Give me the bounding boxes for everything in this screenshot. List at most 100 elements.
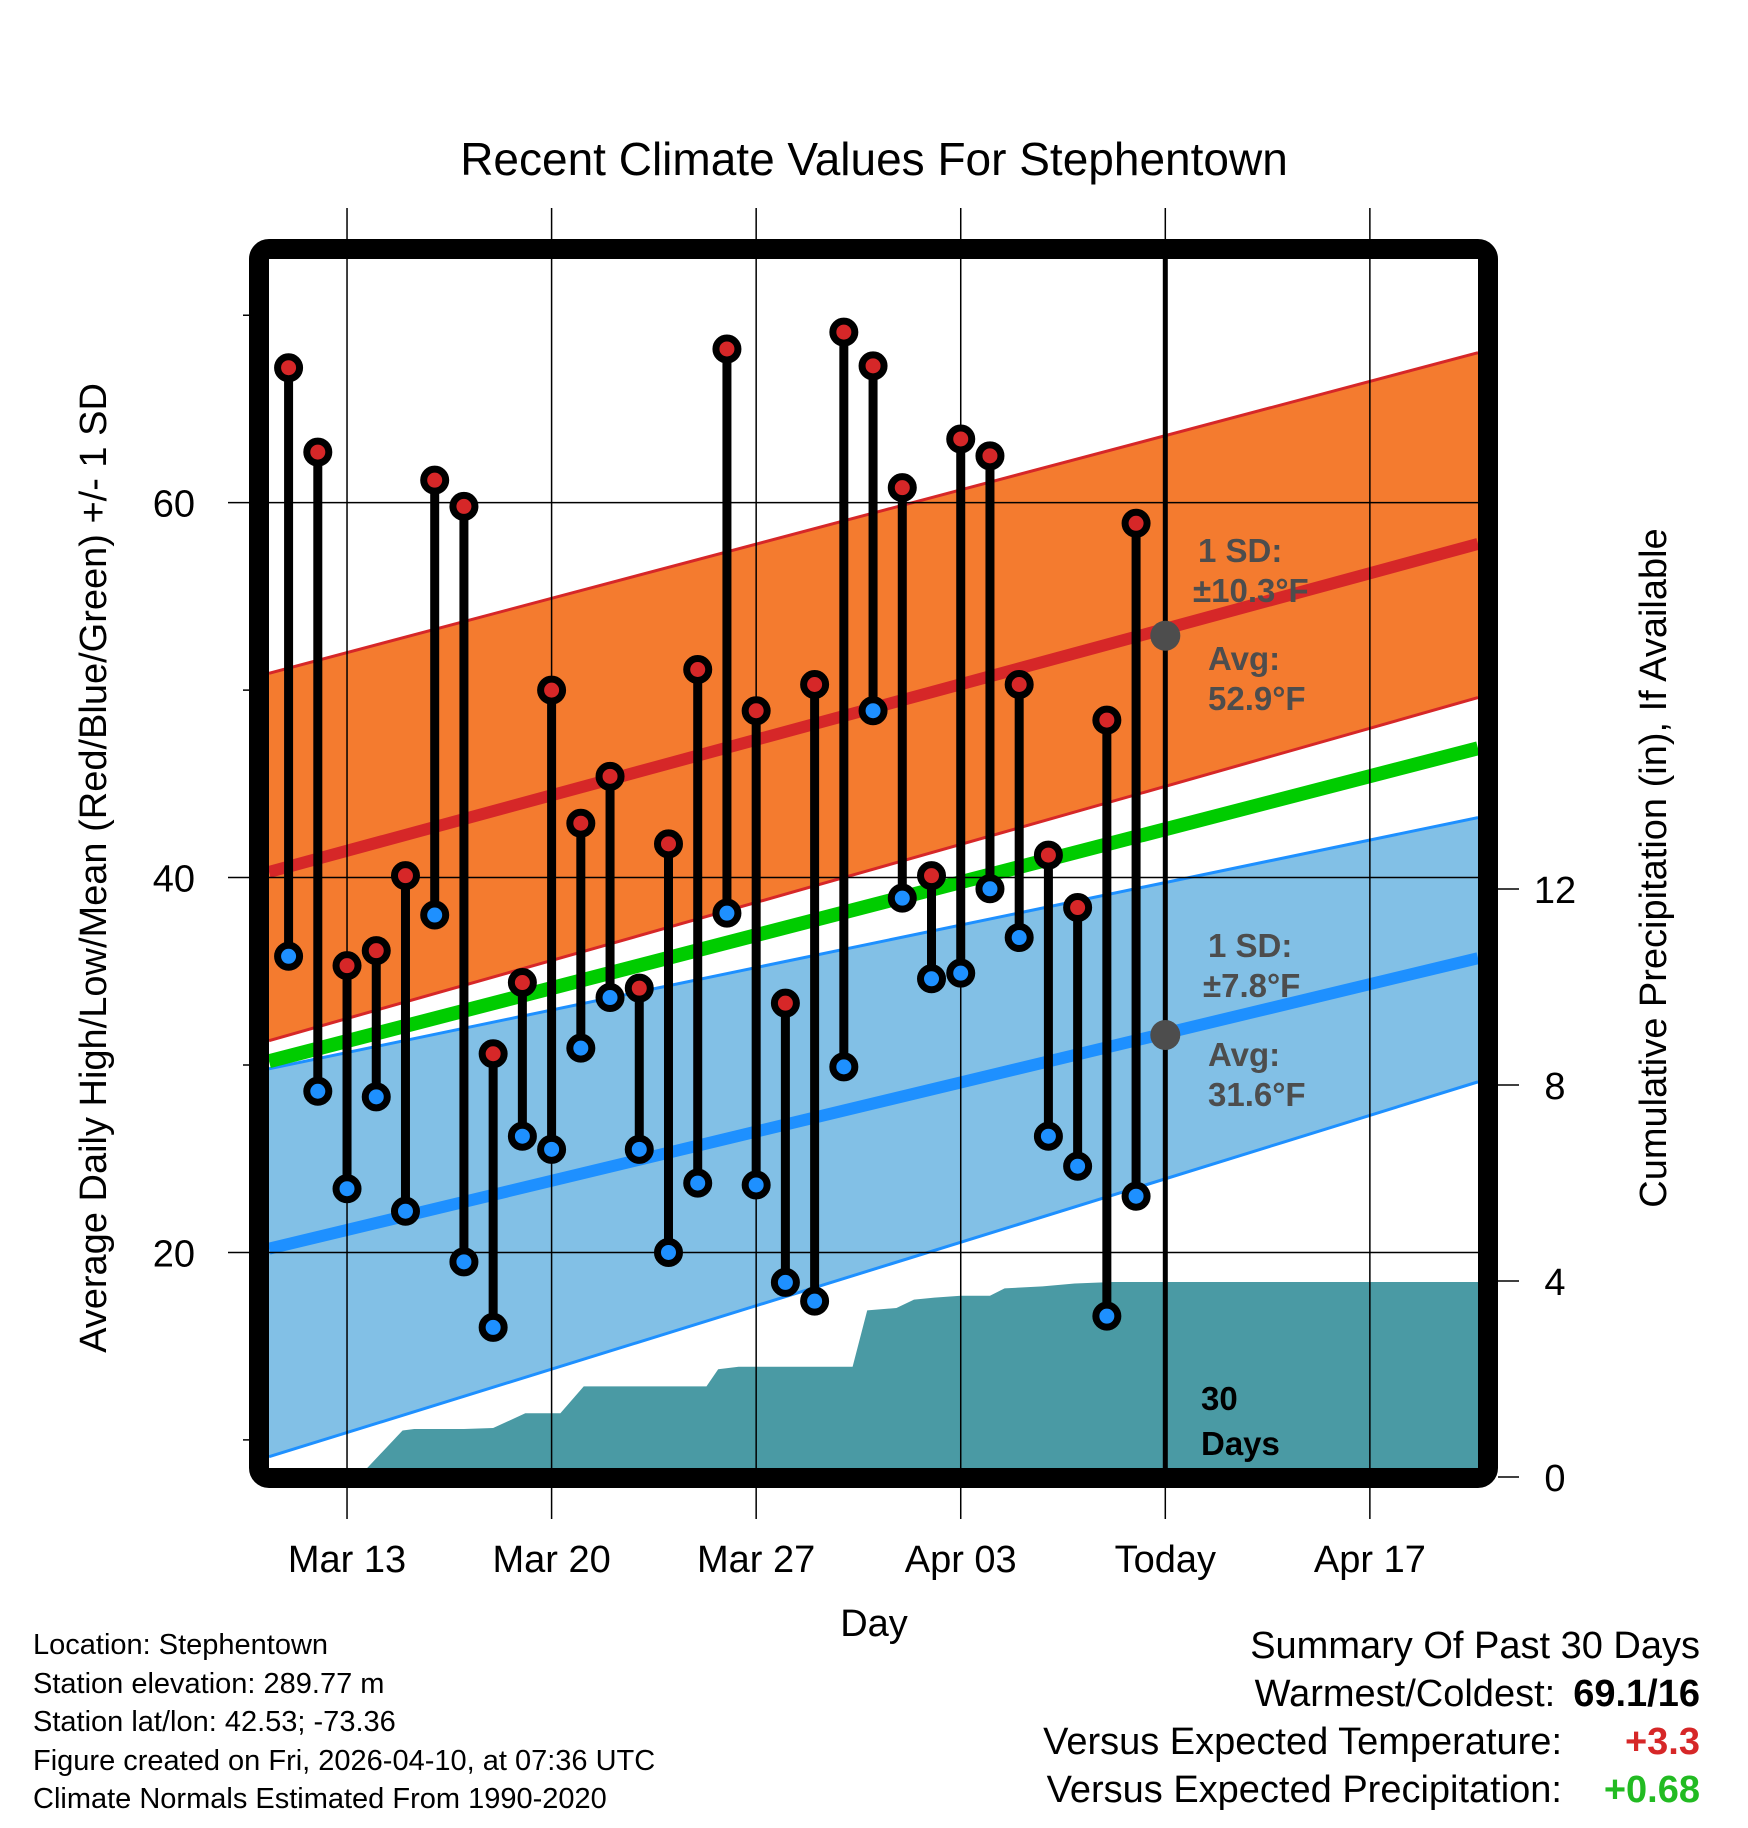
- high-avg-label: Avg:: [1208, 640, 1280, 677]
- low-point: [770, 1267, 800, 1297]
- low-point: [946, 958, 976, 988]
- day-bar-apr-09: [1121, 508, 1151, 1211]
- low-point: [1121, 1181, 1151, 1211]
- low-point: [361, 1082, 391, 1112]
- day-bar-apr-05: [1004, 669, 1034, 953]
- low-point: [712, 898, 742, 928]
- high-point: [1033, 840, 1063, 870]
- elevation-text: Station elevation: 289.77 m: [33, 1667, 385, 1700]
- high-point: [800, 669, 830, 699]
- high-point: [858, 351, 888, 381]
- low-point: [449, 1247, 479, 1277]
- low-point: [1063, 1151, 1093, 1181]
- station-info: Location: Stephentown Station elevation:…: [33, 1626, 655, 1819]
- high-point: [478, 1039, 508, 1069]
- y-tick-label-left: 40: [153, 859, 195, 901]
- high-point: [770, 988, 800, 1018]
- high-point: [1004, 669, 1034, 699]
- temp-label: Versus Expected Temperature:: [1043, 1721, 1562, 1763]
- precip-label: Versus Expected Precipitation:: [1046, 1769, 1562, 1811]
- high-point: [741, 696, 771, 726]
- x-tick-label: Mar 13: [288, 1539, 406, 1581]
- high-point: [1121, 508, 1151, 538]
- day-bar-mar-19: [507, 968, 537, 1151]
- low-sd-upper-line: [269, 816, 1478, 1071]
- low-point: [274, 941, 304, 971]
- day-bar-mar-28: [770, 988, 800, 1297]
- x-tick-label: Apr 17: [1314, 1539, 1426, 1581]
- x-tick-label: Apr 03: [905, 1539, 1017, 1581]
- low-point: [917, 964, 947, 994]
- y-axis-label-left: Average Daily High/Low/Mean (Red/Blue/Gr…: [73, 383, 115, 1353]
- y-axis-label-right: Cumulative Precipitation (in), If Availa…: [1633, 528, 1675, 1207]
- temp-value: +3.3: [1624, 1721, 1700, 1763]
- axes: Mar 13 Mar 20 Mar 27 Apr 03 Today Apr 1720406…: [153, 208, 1576, 1581]
- high-point: [1092, 705, 1122, 735]
- high-point: [683, 654, 713, 684]
- day-bar-apr-07: [1063, 893, 1093, 1181]
- low-point: [595, 983, 625, 1013]
- y-tick-label-right: 12: [1534, 870, 1576, 912]
- low-point: [390, 1196, 420, 1226]
- y-tick-label-right: 8: [1544, 1066, 1565, 1108]
- high-point: [274, 353, 304, 383]
- window-days-number: 30: [1201, 1380, 1238, 1417]
- day-bar-mar-27: [741, 696, 771, 1200]
- low-point: [507, 1121, 537, 1151]
- low-point: [741, 1170, 771, 1200]
- low-point: [829, 1052, 859, 1082]
- day-bar-apr-06: [1033, 840, 1063, 1151]
- warmest-value: 69.1/16: [1573, 1673, 1700, 1715]
- day-bar-apr-03: [946, 424, 976, 988]
- high-point: [332, 951, 362, 981]
- low-sd-lower-line: [269, 1080, 1478, 1459]
- warmest-label: Warmest/Coldest:: [1254, 1673, 1556, 1715]
- normals-text: Climate Normals Estimated From 1990-2020: [33, 1783, 607, 1815]
- high-point: [624, 973, 654, 1003]
- low-point: [537, 1134, 567, 1164]
- low-point: [975, 874, 1005, 904]
- high-point: [303, 437, 333, 467]
- low-point: [420, 900, 450, 930]
- low-point: [566, 1033, 596, 1063]
- high-point: [712, 334, 742, 364]
- precipitation-area: [367, 1281, 1478, 1468]
- high-point: [829, 317, 859, 347]
- day-bar-mar-13: [332, 951, 362, 1204]
- plot-area: [269, 259, 1478, 1468]
- y-tick-label-right: 4: [1544, 1262, 1565, 1304]
- high-sd-lower-line: [269, 696, 1478, 1043]
- low-point: [624, 1134, 654, 1164]
- low-point: [653, 1237, 683, 1267]
- day-bar-mar-15: [390, 861, 420, 1226]
- y-tick-label-left: 60: [153, 484, 195, 526]
- created-text: Figure created on Fri, 2026-04-10, at 07…: [33, 1744, 656, 1777]
- high-point: [390, 861, 420, 891]
- low-point: [800, 1286, 830, 1316]
- day-bar-mar-25: [683, 654, 713, 1198]
- low-point: [1033, 1121, 1063, 1151]
- day-bar-mar-18: [478, 1039, 508, 1342]
- high-point: [566, 808, 596, 838]
- day-bar-mar-24: [653, 829, 683, 1267]
- low-avg-value: 31.6°F: [1208, 1076, 1306, 1113]
- high-point: [887, 473, 917, 503]
- day-bar-mar-14: [361, 936, 391, 1112]
- summary-precip-row: Versus Expected Precipitation: +0.68: [1043, 1766, 1700, 1814]
- low-sd-label: 1 SD:: [1208, 927, 1292, 964]
- day-bar-mar-12: [303, 437, 333, 1106]
- high-point: [507, 968, 537, 998]
- day-bar-mar-21: [566, 808, 596, 1063]
- today-marker: [1150, 259, 1181, 1468]
- precip-area: [367, 1281, 1478, 1468]
- high-sd-value: ±10.3°F: [1193, 572, 1309, 609]
- summary-temp-row: Versus Expected Temperature: +3.3: [1043, 1718, 1700, 1766]
- chart-title: Recent Climate Values For Stephentown: [460, 133, 1288, 185]
- summary-warmest-row: Warmest/Coldest: 69.1/16: [1043, 1670, 1700, 1718]
- high-point: [946, 424, 976, 454]
- day-bar-mar-31: [858, 351, 888, 726]
- window-days-label: Days: [1201, 1425, 1280, 1462]
- day-bar-mar-17: [449, 491, 479, 1277]
- low-point: [683, 1168, 713, 1198]
